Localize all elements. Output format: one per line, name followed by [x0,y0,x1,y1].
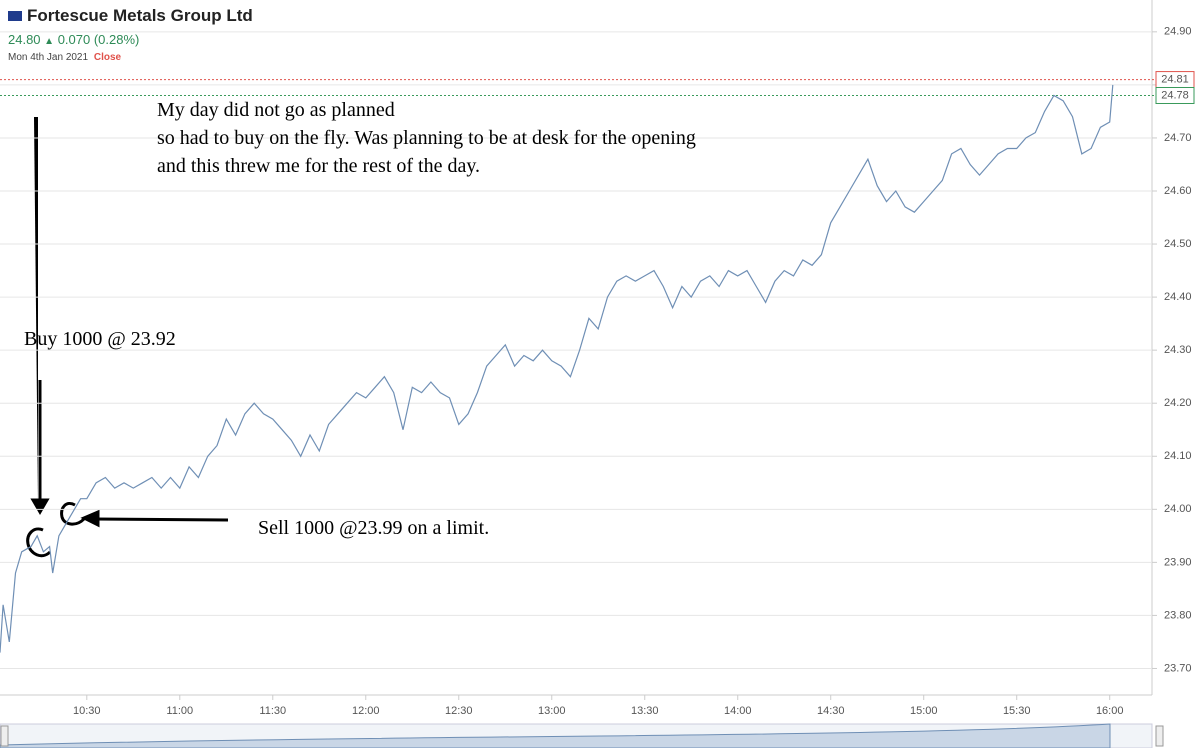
x-tick-label: 14:30 [817,705,845,717]
price-tag-label: 24.78 [1161,89,1189,101]
y-tick-label: 24.40 [1164,291,1192,303]
price-tag [1155,86,1195,104]
x-tick-label: 11:30 [259,705,286,717]
price-line-series [0,84,1114,653]
x-tick-label: 11:00 [166,705,193,717]
y-tick-label: 24.90 [1164,26,1192,38]
note-line: My day did not go as planned [157,99,395,121]
y-tick-label: 24.00 [1164,503,1192,515]
spacer [34,117,38,502]
status: Close [93,52,122,63]
y-tick-label: 23.80 [1164,609,1192,621]
x-tick-label: 16:00 [1096,705,1124,717]
price-tag-label: 24.81 [1161,73,1189,85]
y-tick-label: 24.70 [1164,132,1192,144]
y-tick-label: 24.10 [1164,450,1192,462]
navigator-handle [0,725,9,747]
x-tick-label: 14:00 [724,705,752,717]
change: 0.070 (0.28%) [57,32,140,47]
note: My day did not go as planned so had to b… [157,96,696,180]
flag-icon [8,11,22,21]
note-line: and this threw me for the rest of the da… [157,155,481,177]
up-arrow-icon: ▲ [44,36,55,47]
date-row: Mon 4th Jan 2021 Close [8,52,121,63]
y-tick-label: 24.30 [1164,344,1192,356]
x-tick-label: 12:30 [445,705,473,717]
date: Mon 4th Jan 2021 [8,52,89,63]
price: 24.80 [8,32,41,47]
y-tick-label: 23.90 [1164,556,1192,568]
navigator-handle [1155,725,1164,747]
x-tick-label: 13:00 [538,705,566,717]
x-tick-label: 12:00 [352,705,380,717]
x-tick-label: 15:30 [1003,705,1031,717]
buy-note: Buy 1000 @ 23.92 [24,328,176,350]
sell-note: Sell 1000 @23.99 on a limit. [258,517,490,539]
x-tick-label: 15:00 [910,705,938,717]
x-tick-label: 10:30 [73,705,101,717]
y-tick-label: 24.50 [1164,238,1192,250]
y-tick-label: 24.20 [1164,397,1192,409]
title: Fortescue Metals Group Ltd [27,6,253,25]
price-row: 24.80 ▲ 0.070 (0.28%) [8,32,139,47]
x-tick-label: 13:30 [631,705,659,717]
hand-drawing [26,380,229,558]
navigator-area [0,723,1111,748]
y-tick-label: 23.70 [1164,662,1192,674]
note-line: so had to buy on the fly. Was planning t… [157,127,696,149]
y-tick-label: 24.60 [1164,185,1192,197]
